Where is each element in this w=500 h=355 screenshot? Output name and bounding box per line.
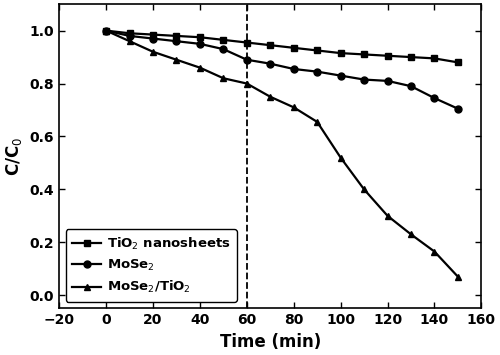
MoSe$_2$/TiO$_2$	[126, 39, 132, 43]
MoSe$_2$	[384, 79, 390, 83]
Line: MoSe$_2$/TiO$_2$: MoSe$_2$/TiO$_2$	[102, 27, 462, 280]
MoSe$_2$/TiO$_2$	[220, 76, 226, 80]
MoSe$_2$/TiO$_2$	[103, 28, 109, 33]
MoSe$_2$	[220, 47, 226, 51]
MoSe$_2$/TiO$_2$	[361, 187, 367, 191]
Y-axis label: C/C$_0$: C/C$_0$	[4, 137, 24, 176]
TiO$_2$ nanosheets	[268, 43, 274, 47]
TiO$_2$ nanosheets	[384, 54, 390, 58]
MoSe$_2$	[268, 61, 274, 66]
MoSe$_2$	[338, 73, 344, 78]
MoSe$_2$	[408, 84, 414, 88]
MoSe$_2$	[126, 34, 132, 38]
MoSe$_2$	[432, 96, 438, 100]
MoSe$_2$	[244, 58, 250, 62]
MoSe$_2$/TiO$_2$	[408, 232, 414, 236]
MoSe$_2$/TiO$_2$	[314, 120, 320, 124]
MoSe$_2$/TiO$_2$	[290, 105, 296, 109]
TiO$_2$ nanosheets	[103, 28, 109, 33]
MoSe$_2$	[361, 77, 367, 82]
MoSe$_2$	[197, 42, 203, 46]
TiO$_2$ nanosheets	[220, 38, 226, 42]
MoSe$_2$	[150, 37, 156, 41]
MoSe$_2$	[174, 39, 180, 43]
TiO$_2$ nanosheets	[432, 56, 438, 61]
TiO$_2$ nanosheets	[174, 34, 180, 38]
MoSe$_2$/TiO$_2$	[432, 250, 438, 254]
MoSe$_2$/TiO$_2$	[174, 58, 180, 62]
TiO$_2$ nanosheets	[314, 48, 320, 53]
TiO$_2$ nanosheets	[338, 51, 344, 55]
TiO$_2$ nanosheets	[408, 55, 414, 59]
MoSe$_2$	[455, 106, 461, 111]
MoSe$_2$/TiO$_2$	[150, 50, 156, 54]
MoSe$_2$/TiO$_2$	[338, 155, 344, 160]
MoSe$_2$/TiO$_2$	[244, 81, 250, 86]
TiO$_2$ nanosheets	[455, 60, 461, 65]
Line: TiO$_2$ nanosheets: TiO$_2$ nanosheets	[102, 27, 462, 66]
Legend: TiO$_2$ nanosheets, MoSe$_2$, MoSe$_2$/TiO$_2$: TiO$_2$ nanosheets, MoSe$_2$, MoSe$_2$/T…	[66, 229, 237, 302]
TiO$_2$ nanosheets	[290, 46, 296, 50]
X-axis label: Time (min): Time (min)	[220, 333, 321, 351]
MoSe$_2$/TiO$_2$	[197, 66, 203, 70]
TiO$_2$ nanosheets	[126, 31, 132, 36]
MoSe$_2$	[103, 28, 109, 33]
MoSe$_2$	[290, 67, 296, 71]
MoSe$_2$	[314, 70, 320, 74]
Line: MoSe$_2$: MoSe$_2$	[102, 27, 462, 112]
TiO$_2$ nanosheets	[197, 35, 203, 39]
MoSe$_2$/TiO$_2$	[384, 214, 390, 218]
MoSe$_2$/TiO$_2$	[455, 274, 461, 279]
TiO$_2$ nanosheets	[244, 40, 250, 45]
TiO$_2$ nanosheets	[361, 52, 367, 56]
MoSe$_2$/TiO$_2$	[268, 95, 274, 99]
TiO$_2$ nanosheets	[150, 32, 156, 37]
